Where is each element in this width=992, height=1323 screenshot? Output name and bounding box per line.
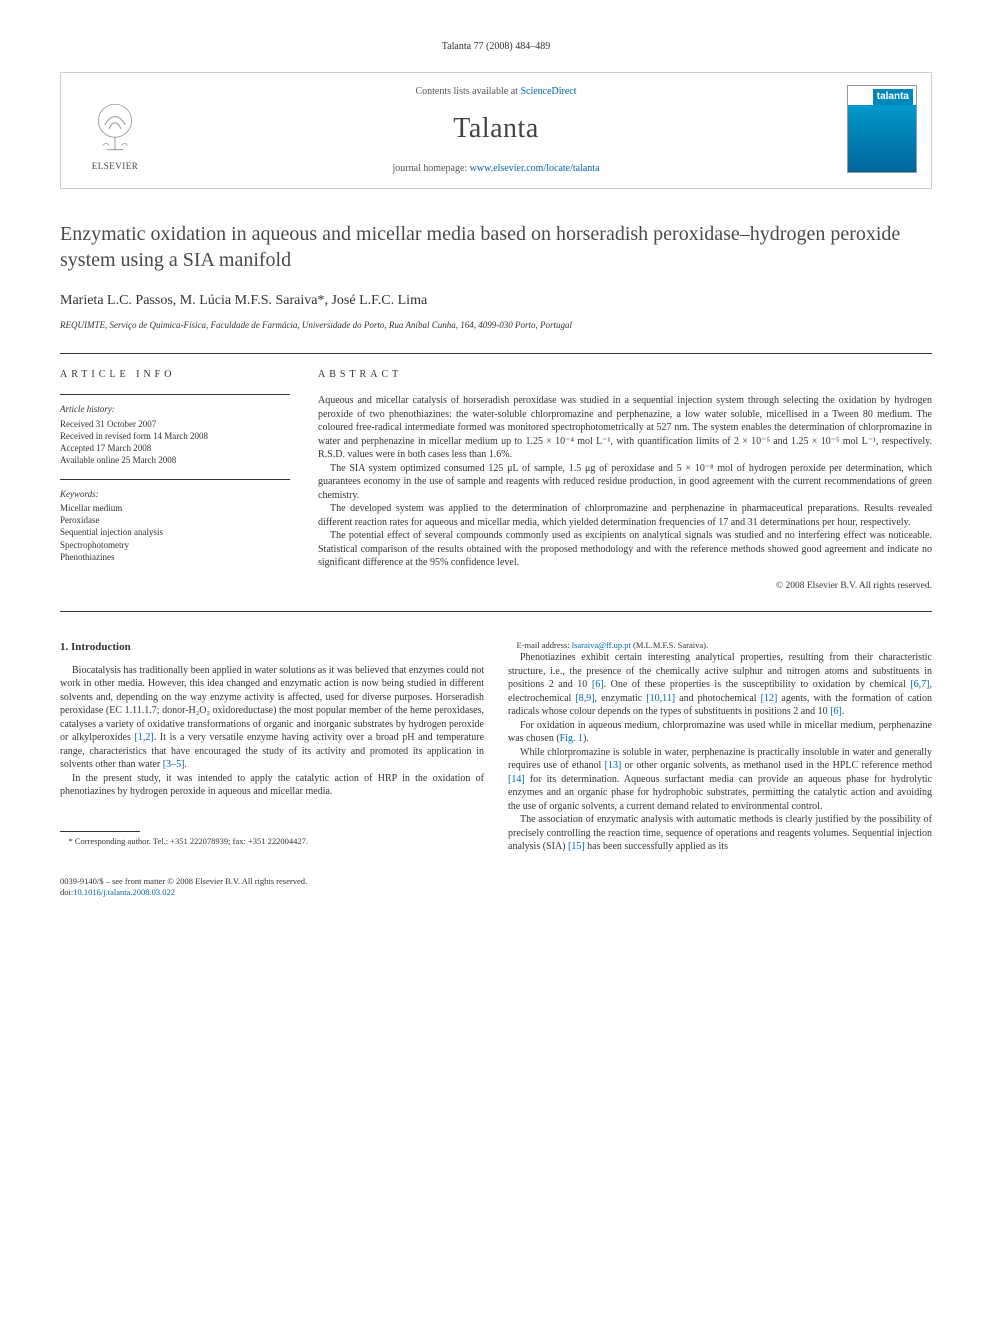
abstract-paragraph: The SIA system optimized consumed 125 μL…	[318, 462, 932, 503]
doi-line: doi:10.1016/j.talanta.2008.03.022	[60, 887, 932, 898]
body-columns: 1. Introduction Biocatalysis has traditi…	[60, 640, 932, 854]
contents-prefix: Contents lists available at	[415, 86, 520, 97]
citation-link[interactable]: [10,11]	[646, 693, 675, 704]
front-matter-line: 0039-9140/$ – see front matter © 2008 El…	[60, 876, 932, 887]
homepage-link[interactable]: www.elsevier.com/locate/talanta	[470, 163, 600, 174]
citation-link[interactable]: [1,2]	[135, 732, 154, 743]
history-line: Received in revised form 14 March 2008	[60, 430, 290, 442]
abstract-label: abstract	[318, 368, 932, 382]
journal-header-box: ELSEVIER Contents lists available at Sci…	[60, 72, 932, 189]
authors-line: Marieta L.C. Passos, M. Lúcia M.F.S. Sar…	[60, 291, 932, 311]
abstract-column: abstract Aqueous and micellar catalysis …	[318, 368, 932, 593]
corresponding-author-footnote: * Corresponding author. Tel.: +351 22207…	[60, 836, 484, 847]
keyword: Phenothiazines	[60, 551, 290, 563]
elsevier-logo: ELSEVIER	[75, 85, 155, 173]
body-paragraph: Biocatalysis has traditionally been appl…	[60, 664, 484, 772]
history-line: Available online 25 March 2008	[60, 454, 290, 466]
abstract-copyright: © 2008 Elsevier B.V. All rights reserved…	[318, 580, 932, 593]
footnote-rule	[60, 831, 140, 832]
citation-link[interactable]: [12]	[761, 693, 778, 704]
history-line: Received 31 October 2007	[60, 418, 290, 430]
homepage-prefix: journal homepage:	[392, 163, 469, 174]
keyword: Spectrophotometry	[60, 539, 290, 551]
article-history-block: Article history: Received 31 October 200…	[60, 394, 290, 466]
footer-block: 0039-9140/$ – see front matter © 2008 El…	[60, 876, 932, 898]
body-paragraph: For oxidation in aqueous medium, chlorpr…	[508, 719, 932, 746]
citation-link[interactable]: [14]	[508, 774, 525, 785]
doi-link[interactable]: 10.1016/j.talanta.2008.03.022	[73, 887, 175, 897]
cover-label: talanta	[873, 89, 913, 105]
header-citation: Talanta 77 (2008) 484–489	[60, 40, 932, 54]
body-paragraph: The association of enzymatic analysis wi…	[508, 813, 932, 854]
doi-prefix: doi:	[60, 887, 73, 897]
abstract-paragraph: The developed system was applied to the …	[318, 502, 932, 529]
history-line: Accepted 17 March 2008	[60, 442, 290, 454]
abstract-paragraph: Aqueous and micellar catalysis of horser…	[318, 394, 932, 462]
body-paragraph: Phenotiazines exhibit certain interestin…	[508, 651, 932, 719]
keywords-head: Keywords:	[60, 488, 290, 501]
email-suffix: (M.L.M.F.S. Saraiva).	[631, 640, 708, 650]
abstract-paragraph: The potential effect of several compound…	[318, 529, 932, 570]
article-title: Enzymatic oxidation in aqueous and micel…	[60, 221, 932, 273]
publisher-name: ELSEVIER	[92, 160, 139, 173]
citation-link[interactable]: [6]	[830, 706, 842, 717]
article-info-label: article info	[60, 368, 290, 382]
info-abstract-row: article info Article history: Received 3…	[60, 353, 932, 612]
email-link[interactable]: lsaraiva@ff.up.pt	[572, 640, 631, 650]
affiliation: REQUIMTE, Serviço de Química-Física, Fac…	[60, 319, 932, 332]
article-info-column: article info Article history: Received 3…	[60, 368, 290, 593]
elsevier-tree-icon	[84, 98, 146, 160]
journal-homepage-line: journal homepage: www.elsevier.com/locat…	[171, 162, 821, 176]
keyword: Sequential injection analysis	[60, 526, 290, 538]
citation-link[interactable]: [6,7]	[910, 679, 929, 690]
citation-link[interactable]: [3–5]	[163, 759, 185, 770]
citation-link[interactable]: [13]	[605, 760, 622, 771]
journal-center: Contents lists available at ScienceDirec…	[61, 85, 931, 176]
citation-link[interactable]: [8,9]	[575, 693, 594, 704]
history-head: Article history:	[60, 403, 290, 416]
citation-link[interactable]: [6]	[592, 679, 604, 690]
email-label: E-mail address:	[517, 640, 572, 650]
body-paragraph: In the present study, it was intended to…	[60, 772, 484, 799]
keyword: Micellar medium	[60, 502, 290, 514]
section-heading-introduction: 1. Introduction	[60, 640, 484, 655]
contents-available-line: Contents lists available at ScienceDirec…	[171, 85, 821, 99]
citation-link[interactable]: [15]	[568, 841, 585, 852]
body-paragraph: While chlorpromazine is soluble in water…	[508, 746, 932, 814]
sciencedirect-link[interactable]: ScienceDirect	[520, 86, 576, 97]
keywords-block: Keywords: Micellar medium Peroxidase Seq…	[60, 479, 290, 563]
email-footnote: E-mail address: lsaraiva@ff.up.pt (M.L.M…	[508, 640, 932, 651]
journal-cover-thumbnail: talanta	[847, 85, 917, 173]
citation-link[interactable]: Fig. 1	[560, 733, 583, 744]
keyword: Peroxidase	[60, 514, 290, 526]
journal-name: Talanta	[171, 109, 821, 148]
